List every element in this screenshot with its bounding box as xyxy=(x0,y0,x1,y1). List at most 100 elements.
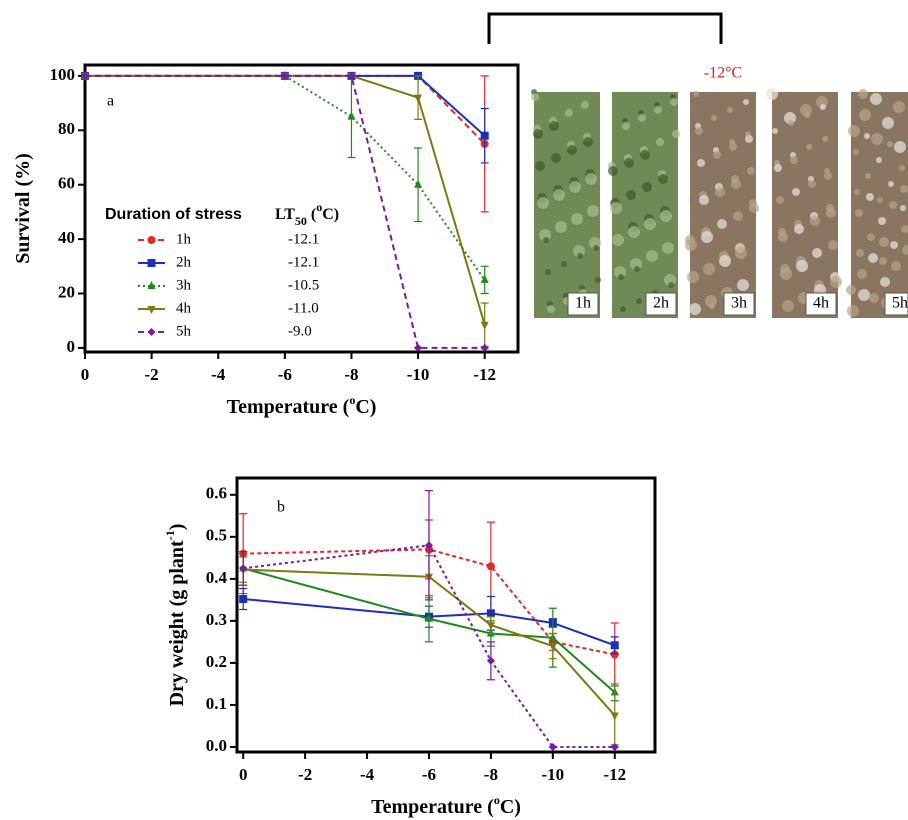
series-line xyxy=(85,74,486,281)
photo-label: 5h xyxy=(892,295,908,312)
point xyxy=(480,274,489,283)
photo-texture xyxy=(654,106,662,114)
photo-texture xyxy=(715,187,725,197)
label-part: 50 xyxy=(295,214,307,228)
label-part: o xyxy=(316,200,322,214)
point xyxy=(424,613,433,622)
photo-texture xyxy=(622,122,630,130)
photo: 2h xyxy=(608,92,680,318)
photo-texture xyxy=(537,197,549,209)
photo-texture xyxy=(577,253,583,259)
label-part: C) xyxy=(322,206,339,223)
point xyxy=(239,564,248,573)
x-tick-label: -8 xyxy=(344,365,358,384)
photo-title: -12°C xyxy=(704,65,742,82)
photo: 5h xyxy=(846,89,908,318)
photo-texture xyxy=(731,179,741,189)
x-tick-label: -4 xyxy=(211,365,226,384)
photo-texture xyxy=(533,129,543,139)
photo-texture xyxy=(902,245,908,255)
label-part: -1 xyxy=(163,530,177,540)
photo-texture xyxy=(846,285,856,295)
photo-label-box xyxy=(884,292,908,316)
photo-texture xyxy=(547,305,555,313)
photo-texture xyxy=(782,300,794,312)
photo-label-box xyxy=(805,292,837,316)
y-axis-label: Survival (%) xyxy=(12,153,34,264)
photo: 4h xyxy=(766,88,842,318)
photo-texture xyxy=(610,202,622,214)
photo-texture xyxy=(879,237,889,247)
photo-texture xyxy=(893,101,905,113)
label-part: LT xyxy=(275,206,295,223)
photo-texture xyxy=(747,167,755,175)
photo-texture xyxy=(792,188,800,196)
series-line xyxy=(85,74,485,349)
point xyxy=(347,71,356,80)
photo-texture xyxy=(894,141,906,153)
photo-texture xyxy=(555,221,567,233)
photo-texture xyxy=(737,279,749,291)
photo-texture xyxy=(638,114,646,122)
label-part: C) xyxy=(500,796,521,818)
photo-label: 4h xyxy=(813,295,829,312)
photo-texture xyxy=(780,268,792,280)
point xyxy=(548,742,557,751)
photo-texture xyxy=(901,225,908,233)
label-part: Survival (%) xyxy=(12,153,34,264)
photo-texture xyxy=(868,253,878,263)
photo-texture xyxy=(828,240,838,250)
photo-texture xyxy=(887,141,893,147)
photo-texture xyxy=(857,269,867,279)
photo-texture xyxy=(553,189,565,201)
x-tick-label: 0 xyxy=(81,365,90,384)
photo-texture xyxy=(569,181,581,193)
photo-texture xyxy=(642,182,652,192)
label-part: ( xyxy=(307,206,316,223)
photo-texture xyxy=(685,239,697,251)
photo-texture xyxy=(662,242,674,254)
x-tick-label: -6 xyxy=(422,765,436,784)
point xyxy=(81,71,89,80)
photo-texture xyxy=(882,117,894,129)
photo-texture xyxy=(826,208,836,218)
photo-texture xyxy=(855,209,863,217)
photo-label: 1h xyxy=(575,295,591,312)
photo-texture xyxy=(778,232,788,242)
photo-texture xyxy=(687,271,699,283)
x-tick-label: -2 xyxy=(298,765,312,784)
label-part: C) xyxy=(355,396,376,418)
photo-texture xyxy=(581,101,589,109)
photo-texture xyxy=(866,193,874,201)
photo-texture xyxy=(745,135,753,143)
photo-texture xyxy=(772,128,778,134)
photo-texture xyxy=(867,233,875,241)
y-tick-label: 0 xyxy=(67,337,76,356)
photo-texture xyxy=(869,293,879,303)
lt50-value: -10.5 xyxy=(288,277,319,293)
y-tick-label: 100 xyxy=(50,65,76,84)
photo-label: 3h xyxy=(731,295,747,312)
photo-texture xyxy=(717,219,727,229)
legend-label: 5h xyxy=(176,323,192,339)
photo-texture xyxy=(711,115,717,121)
photo: 1h xyxy=(531,89,601,318)
photo-texture xyxy=(766,88,778,100)
point xyxy=(610,650,619,659)
photo-texture xyxy=(713,151,721,159)
y-axis-label: Dry weight (g plant-1) xyxy=(163,524,188,707)
photo-texture xyxy=(703,263,715,275)
photo-texture xyxy=(660,210,672,222)
photo-texture xyxy=(856,249,864,257)
photo-texture xyxy=(806,144,812,150)
photo: 3h xyxy=(685,91,759,318)
point xyxy=(486,609,495,618)
point xyxy=(610,712,619,721)
photo-texture xyxy=(899,165,905,171)
photo-texture xyxy=(900,205,906,211)
lt50-value: -11.0 xyxy=(288,300,319,316)
label-part: ) xyxy=(166,524,188,531)
point xyxy=(548,643,557,652)
photo-texture xyxy=(790,156,798,164)
photo-texture xyxy=(796,260,808,272)
